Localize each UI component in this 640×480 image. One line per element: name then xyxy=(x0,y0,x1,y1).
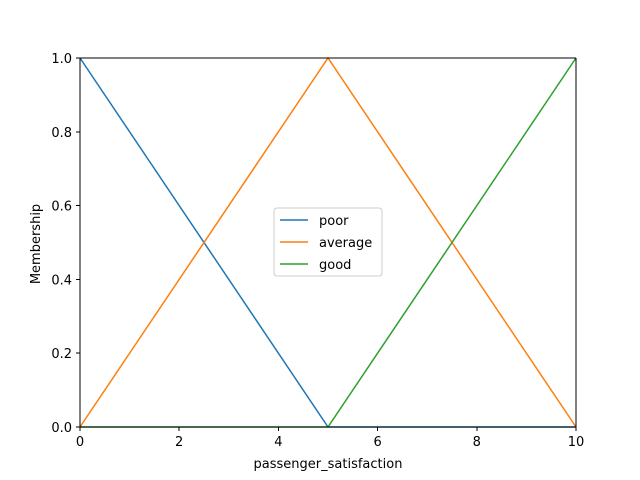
legend-box xyxy=(273,207,383,277)
legend-label-average: average xyxy=(319,236,372,251)
y-axis-label: Membership xyxy=(29,204,44,284)
y-tick-label: 0.0 xyxy=(51,421,72,436)
x-axis-label: passenger_satisfaction xyxy=(254,457,403,472)
x-tick-label: 4 xyxy=(274,435,282,450)
y-tick-label: 0.8 xyxy=(51,126,72,141)
axes-layer xyxy=(79,57,577,428)
x-tick-label: 0 xyxy=(76,435,84,450)
y-tick-label: 0.4 xyxy=(51,273,72,288)
legend: poor average good xyxy=(273,207,383,277)
y-tick-label: 1.0 xyxy=(51,52,72,67)
legend-label-poor: poor xyxy=(319,214,349,229)
y-tick-label: 0.6 xyxy=(51,200,72,215)
ticks-layer: 0 2 4 6 8 10 0.0 0.2 0.4 0.6 0.8 1.0 xyxy=(51,52,584,450)
y-tick-label: 0.2 xyxy=(51,347,72,362)
x-tick-label: 2 xyxy=(175,435,183,450)
legend-label-good: good xyxy=(319,258,351,273)
x-tick-label: 6 xyxy=(373,435,381,450)
x-tick-label: 10 xyxy=(568,435,585,450)
x-tick-label: 8 xyxy=(473,435,481,450)
